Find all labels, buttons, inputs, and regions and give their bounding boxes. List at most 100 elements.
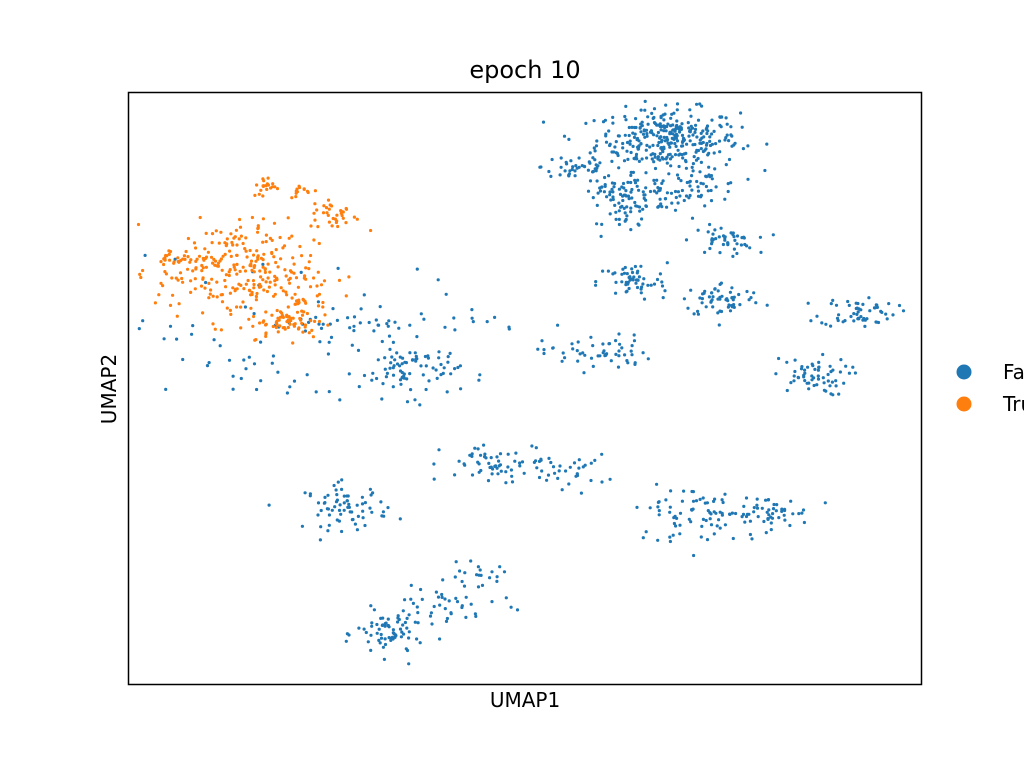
point-false (658, 186, 663, 191)
point-false (641, 132, 646, 136)
point-true (182, 254, 186, 258)
point-true (317, 292, 322, 296)
point-false (675, 119, 679, 123)
point-false (710, 177, 714, 181)
point-false (712, 532, 716, 536)
point-true (291, 316, 295, 320)
point-false (648, 506, 652, 510)
point-false (830, 380, 835, 384)
point-false (627, 133, 631, 138)
point-false (821, 376, 825, 380)
point-false (586, 189, 591, 193)
point-false (623, 353, 627, 357)
point-false (875, 305, 880, 309)
point-false (662, 129, 666, 133)
point-false (822, 381, 826, 385)
point-false (682, 198, 686, 203)
point-true (279, 286, 283, 290)
point-false (666, 141, 670, 145)
point-false (271, 354, 275, 358)
point-true (157, 293, 161, 297)
point-false (652, 160, 656, 164)
point-false (366, 640, 370, 644)
point-false (470, 454, 474, 458)
point-false (400, 362, 404, 366)
point-true (238, 269, 242, 273)
point-false (435, 376, 439, 380)
point-true (177, 260, 181, 264)
point-false (665, 191, 670, 195)
point-true (303, 274, 307, 278)
point-false (495, 575, 499, 579)
point-false (540, 339, 544, 343)
point-true (292, 324, 296, 328)
point-false (479, 468, 483, 473)
point-false (490, 600, 494, 604)
point-true (244, 236, 248, 240)
point-false (534, 446, 538, 450)
point-true (201, 266, 205, 270)
point-false (861, 302, 865, 306)
point-false (370, 624, 374, 628)
point-false (691, 169, 695, 173)
point-true (296, 302, 300, 306)
point-false (504, 596, 508, 600)
point-false (678, 511, 683, 515)
point-false (398, 517, 402, 521)
point-false (346, 505, 350, 509)
point-false (588, 179, 593, 183)
point-true (316, 270, 320, 274)
point-false (633, 178, 637, 182)
point-true (294, 276, 299, 280)
point-false (656, 123, 660, 127)
point-false (393, 358, 397, 362)
point-false (409, 583, 413, 588)
point-false (498, 565, 502, 569)
point-true (344, 221, 348, 225)
point-true (304, 266, 308, 270)
point-false (690, 188, 694, 192)
point-false (381, 616, 385, 620)
point-false (361, 509, 365, 513)
point-false (327, 390, 331, 394)
point-true (298, 316, 302, 321)
point-false (674, 144, 678, 148)
point-false (700, 297, 705, 301)
point-false (560, 359, 564, 363)
point-false (391, 340, 395, 344)
point-true (153, 301, 157, 305)
point-true (268, 270, 272, 274)
point-false (729, 181, 733, 185)
point-false (575, 349, 579, 353)
point-false (821, 352, 825, 357)
point-false (727, 157, 732, 162)
point-false (396, 616, 400, 620)
point-false (594, 283, 598, 287)
point-false (699, 147, 703, 151)
point-false (849, 314, 853, 319)
point-false (691, 133, 695, 137)
point-true (197, 254, 202, 258)
point-false (707, 295, 712, 299)
point-false (402, 376, 406, 380)
point-false (420, 597, 424, 602)
point-false (464, 595, 468, 599)
point-false (828, 364, 832, 368)
point-false (355, 503, 359, 507)
point-false (684, 151, 688, 155)
point-true (224, 285, 228, 289)
point-false (360, 502, 365, 506)
point-false (711, 295, 715, 299)
point-false (358, 321, 362, 325)
point-false (640, 157, 644, 161)
point-false (809, 319, 813, 323)
point-true (326, 198, 331, 202)
point-true (256, 226, 260, 230)
point-true (223, 241, 227, 245)
point-false (775, 503, 779, 507)
point-false (401, 609, 405, 613)
point-false (692, 312, 696, 316)
point-false (709, 174, 714, 178)
scatter-points (136, 99, 906, 666)
point-false (604, 140, 609, 144)
